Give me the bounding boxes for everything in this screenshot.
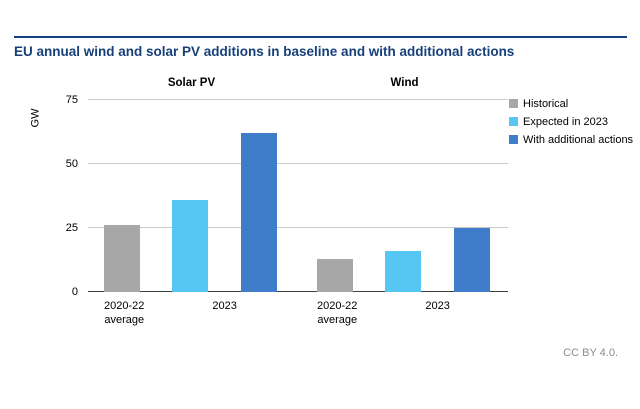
axis-zero-line [88, 291, 508, 292]
legend-swatch-historical [509, 99, 518, 108]
legend-item-with-additional-actions: With additional actions [509, 133, 633, 146]
y-axis-label: GW [29, 108, 42, 128]
gridline-25 [88, 227, 508, 228]
legend-label-expected-in-2023: Expected in 2023 [523, 115, 609, 128]
gridline-75 [88, 99, 508, 100]
bar-with-additional-actions-wind [453, 228, 490, 292]
legend-label-with-additional-actions: With additional actions [523, 133, 634, 146]
legend-swatch-expected-in-2023 [509, 117, 518, 126]
ytick-25: 25 [65, 222, 78, 234]
ytick-0: 0 [71, 286, 78, 298]
category-label-2023-solar-pv: 2023 [212, 300, 237, 312]
ytick-75: 75 [65, 94, 78, 106]
panel-title-wind: Wind [390, 77, 419, 89]
ytick-50: 50 [65, 158, 78, 170]
category-label-2020-22-average-solar-pv: 2020-22 average [104, 300, 145, 327]
title-divider [14, 36, 627, 38]
bar-historical-solar-pv [104, 225, 141, 292]
panel-title-solar-pv: Solar PV [167, 77, 216, 89]
y-axis-ticks: 0 25 50 75 [48, 94, 82, 298]
legend-swatch-with-additional-actions [509, 135, 518, 144]
legend-item-expected-in-2023: Expected in 2023 [509, 115, 633, 128]
gridline-50 [88, 163, 508, 164]
legend-item-historical: Historical [509, 97, 633, 110]
category-label-2020-22-average-wind: 2020-22 average [317, 300, 358, 327]
legend: Historical Expected in 2023 With additiona… [509, 97, 633, 151]
license-text: CC BY 4.0. [563, 347, 618, 359]
bar-historical-wind [317, 258, 354, 292]
panels: Solar PV 2020-22 average 2023 Wind 2020-22 a… [88, 77, 508, 326]
legend-label-historical: Historical [523, 97, 569, 110]
category-label-2023-wind: 2023 [425, 300, 450, 312]
chart-title: EU annual wind and solar PV additions in… [14, 44, 515, 59]
bar-with-additional-actions-solar-pv [240, 133, 277, 292]
bar-expected-in-2023-wind [385, 251, 422, 292]
panel-solar-pv: Solar PV 2020-22 average 2023 [88, 77, 295, 326]
panel-wind: Wind 2020-22 average 2023 [301, 77, 508, 326]
bar-expected-in-2023-solar-pv [172, 199, 209, 292]
plot-area: Solar PV 2020-22 average 2023 Wind 2020-22 a… [88, 77, 508, 326]
